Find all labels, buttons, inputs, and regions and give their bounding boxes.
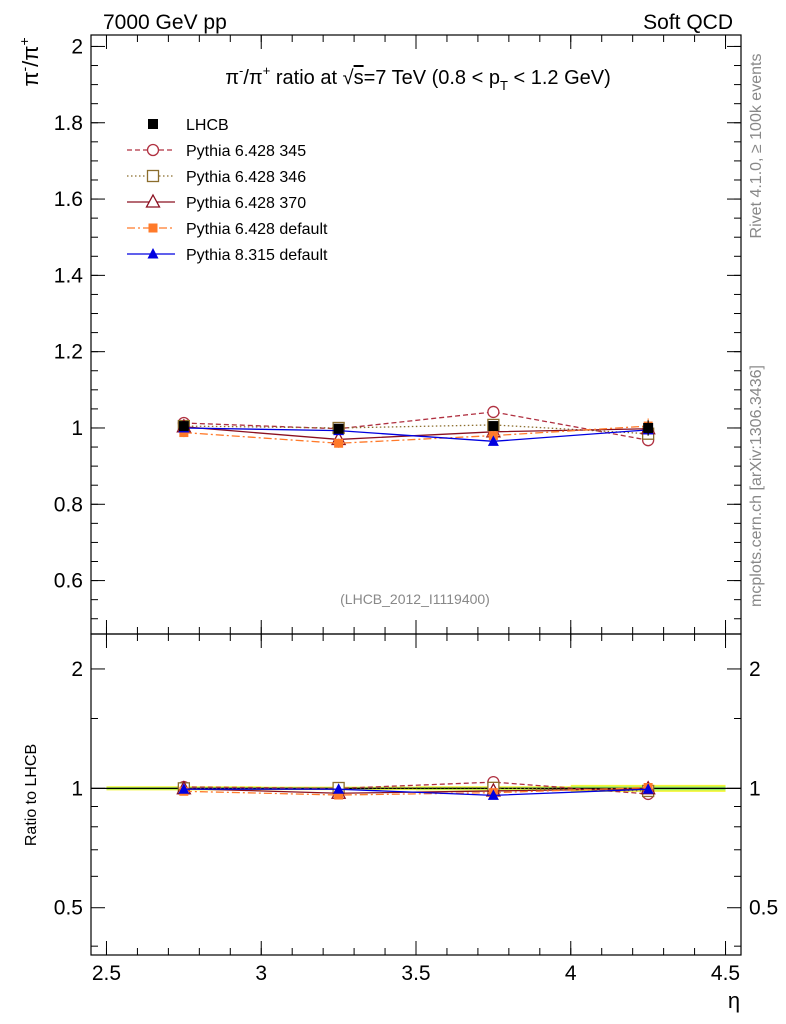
x-tick-label: 4: [565, 962, 577, 985]
ylabel-minus: -: [16, 66, 32, 71]
y-tick-label: 1: [71, 417, 83, 440]
legend: LHCB Pythia 6.428 345 Pythia 6.428 346 Pyth…: [127, 117, 328, 264]
y-tick-label: 0.6: [54, 570, 83, 593]
legend-entry: Pythia 8.315 default: [127, 247, 328, 264]
title-s: s: [354, 67, 364, 89]
legend-entry: Pythia 6.428 346: [127, 169, 306, 186]
ratio-y-tick-label: 1: [71, 777, 83, 800]
title-minus: -: [239, 63, 243, 78]
title-mid: ratio at: [270, 67, 342, 89]
ylabel-plus: +: [16, 37, 32, 45]
lhcb-data-point: [488, 421, 499, 432]
ratio-y-tick-label-right: 0.5: [749, 897, 778, 920]
ratio-data-point: [178, 783, 190, 794]
title-post: =7 TeV (0.8 < p: [364, 67, 500, 89]
series-layer: [176, 405, 656, 801]
header-right-label: Soft QCD: [643, 11, 733, 34]
y-tick-label: 1.8: [54, 112, 83, 135]
legend-label: Pythia 6.428 default: [186, 221, 328, 238]
series-line: [183, 424, 649, 435]
title-pi: π: [225, 67, 239, 89]
ratio-y-axis-label: Ratio to LHCB: [23, 744, 40, 846]
ratio-y-tick-label-right: 2: [749, 658, 761, 681]
x-tick-label: 2.5: [92, 962, 121, 985]
mcplots-label: mcplots.cern.ch [arXiv:1306.3436]: [748, 365, 765, 607]
x-tick-label: 3: [255, 962, 267, 985]
ratio-series-line: [183, 781, 649, 795]
series-pythia-6-428-346: [177, 418, 655, 798]
legend-marker: [146, 169, 160, 183]
data-point: [334, 438, 344, 448]
x-tick-label: 4.5: [711, 962, 740, 985]
ratio-y-tick-label: 0.5: [54, 897, 83, 920]
series-line: [183, 425, 649, 444]
legend-marker: [148, 119, 158, 129]
y-tick-label: 2: [71, 35, 83, 58]
ratio-data-point: [642, 783, 654, 794]
axes: 2.5 3 3.5 4 4.5 0.6 0.8 1 1.2 1.4 1.6 1.8 2 0.5 0.5 1 1 2…: [54, 34, 778, 985]
y-tick-label: 0.8: [54, 493, 83, 516]
y-tick-label: 1.4: [54, 264, 84, 287]
title-slash: /π: [243, 67, 262, 89]
lhcb-data-point: [333, 423, 344, 434]
legend-label: Pythia 6.428 370: [186, 195, 306, 212]
series-line: [183, 411, 649, 441]
x-tick-label: 3.5: [401, 962, 430, 985]
ratio-data-point: [487, 789, 499, 800]
ylabel-slash: /π: [18, 46, 43, 67]
y-tick-label: 1.6: [54, 188, 83, 211]
ratio-series-line: [183, 788, 649, 796]
legend-marker: [148, 223, 158, 233]
chart-title: π-/π+ ratio at √s=7 TeV (0.8 < pT < 1.2 …: [225, 63, 611, 93]
legend-label: Pythia 8.315 default: [186, 247, 328, 264]
data-point: [487, 435, 499, 446]
ylabel-pi: π: [18, 71, 43, 86]
series-pythia-6-428-default: [179, 418, 653, 800]
legend-label: LHCB: [186, 117, 229, 134]
y-tick-label: 1.2: [54, 341, 83, 364]
ratio-series-line: [183, 786, 649, 796]
series-pythia-8-315-default: [178, 421, 654, 800]
analysis-watermark: (LHCB_2012_I1119400): [340, 591, 490, 607]
legend-marker: [146, 143, 160, 157]
lhcb-data-point: [178, 421, 189, 432]
ratio-y-tick-label: 2: [71, 658, 83, 681]
title-tail: < 1.2 GeV): [508, 67, 611, 89]
header-left-label: 7000 GeV pp: [103, 11, 227, 34]
data-point: [487, 405, 500, 419]
series-pythia-6-428-370: [176, 418, 656, 799]
ratio-data-point: [333, 783, 345, 794]
lhcb-data-point: [643, 422, 654, 433]
legend-marker: [145, 193, 161, 208]
legend-entry: Pythia 6.428 345: [127, 143, 306, 160]
title-plus: +: [263, 63, 271, 78]
legend-entry: Pythia 6.428 370: [127, 193, 306, 212]
main-y-axis-label: π-/π+: [16, 37, 43, 86]
ratio-series-line: [183, 787, 649, 792]
legend-label: Pythia 6.428 346: [186, 169, 306, 186]
title-sqrt: √: [343, 67, 354, 89]
legend-label: Pythia 6.428 345: [186, 143, 306, 160]
title-sub: T: [500, 78, 508, 93]
series-line: [183, 427, 649, 442]
legend-entry: Pythia 6.428 default: [127, 221, 328, 238]
series-lhcb: [178, 420, 654, 436]
legend-marker: [147, 248, 159, 259]
data-point: [179, 428, 189, 438]
ratio-y-tick-label-right: 1: [749, 777, 761, 800]
ratio-data-point: [334, 790, 344, 800]
rivet-version-label: Rivet 4.1.0, ≥ 100k events: [748, 54, 765, 239]
legend-entry: LHCB: [148, 117, 229, 134]
x-axis-label: η: [728, 988, 740, 1013]
